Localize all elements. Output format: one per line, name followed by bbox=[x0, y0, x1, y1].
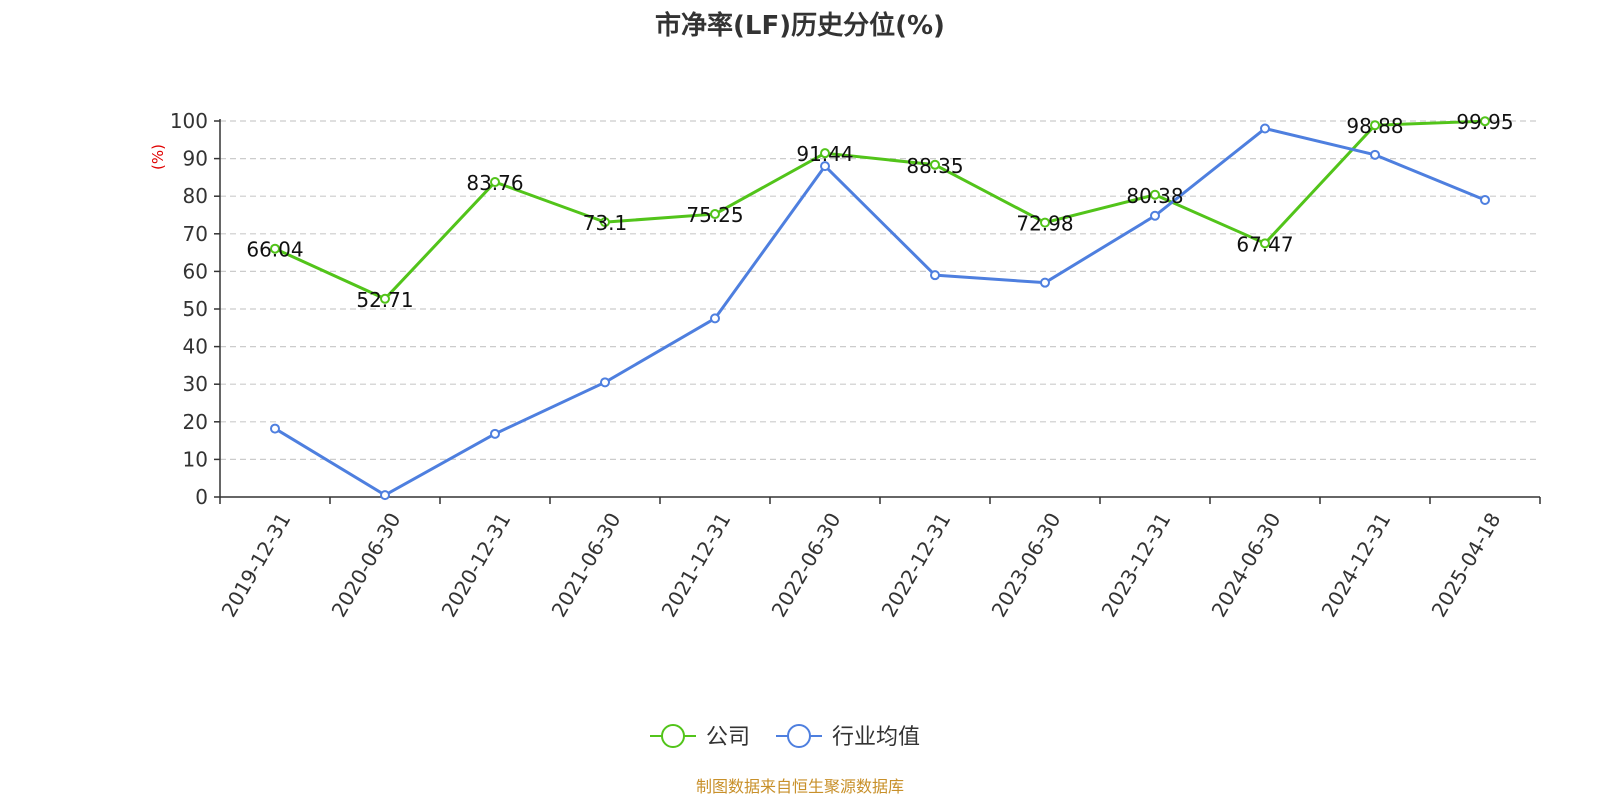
company-data-label: 88.35 bbox=[906, 154, 963, 178]
y-tick-label: 80 bbox=[183, 184, 208, 208]
company-data-point[interactable] bbox=[380, 293, 390, 304]
y-tick-label: 0 bbox=[195, 485, 208, 509]
y-tick-label: 60 bbox=[183, 259, 208, 283]
y-axis-unit-label: (%) bbox=[149, 144, 167, 170]
company-data-point[interactable] bbox=[1260, 238, 1270, 249]
x-tick-label: 2024-12-31 bbox=[1317, 509, 1396, 622]
company-data-point[interactable] bbox=[600, 217, 610, 228]
company-data-label: 98.88 bbox=[1346, 114, 1403, 138]
data-labels: 66.04 52.71 83.76 73.1 75.25 91.44 88.35 72.98 8… bbox=[246, 110, 1513, 312]
industry-data-point[interactable] bbox=[270, 423, 280, 434]
y-tick-label: 50 bbox=[183, 297, 208, 321]
x-tick-label: 2024-06-30 bbox=[1207, 509, 1286, 622]
company-data-point[interactable] bbox=[1370, 120, 1380, 131]
company-data-point[interactable] bbox=[270, 243, 280, 254]
company-data-point[interactable] bbox=[820, 148, 830, 159]
industry-data-point[interactable] bbox=[1150, 210, 1160, 221]
industry-data-point[interactable] bbox=[710, 313, 720, 324]
y-tick-label: 10 bbox=[183, 447, 208, 471]
company-data-point[interactable] bbox=[490, 177, 500, 188]
industry-data-point[interactable] bbox=[600, 377, 610, 388]
x-tick-label: 2023-12-31 bbox=[1097, 509, 1176, 622]
company-series-line bbox=[274, 119, 1486, 301]
grid-lines bbox=[220, 120, 1540, 460]
industry-data-point[interactable] bbox=[930, 270, 940, 281]
x-tick-label: 2021-12-31 bbox=[657, 509, 736, 622]
company-data-label: 80.38 bbox=[1126, 184, 1183, 208]
company-data-label: 99.95 bbox=[1456, 110, 1513, 134]
company-data-point[interactable] bbox=[1480, 116, 1490, 127]
y-tick-label: 90 bbox=[183, 147, 208, 171]
legend-label: 行业均值 bbox=[832, 725, 920, 750]
legend-circle-icon bbox=[661, 724, 685, 748]
industry-data-point[interactable] bbox=[1040, 277, 1050, 288]
company-data-label: 73.1 bbox=[583, 211, 628, 235]
x-tick-label: 2021-06-30 bbox=[547, 509, 626, 622]
y-tick-label: 20 bbox=[183, 410, 208, 434]
company-data-label: 91.44 bbox=[796, 142, 853, 166]
series-layer bbox=[270, 116, 1490, 501]
y-tick-label: 40 bbox=[183, 335, 208, 359]
company-data-point[interactable] bbox=[1150, 189, 1160, 200]
x-tick-label: 2023-06-30 bbox=[987, 509, 1066, 622]
x-tick-label: 2022-12-31 bbox=[877, 509, 956, 622]
company-data-point[interactable] bbox=[1040, 217, 1050, 228]
company-data-point[interactable] bbox=[930, 159, 940, 170]
company-data-label: 75.25 bbox=[686, 203, 743, 227]
y-tick-label: 100 bbox=[170, 109, 208, 133]
legend-circle-icon bbox=[787, 724, 811, 748]
y-tick-label: 30 bbox=[183, 372, 208, 396]
x-tick-label: 2020-06-30 bbox=[327, 509, 406, 622]
legend[interactable]: 公司 行业均值 bbox=[650, 724, 920, 750]
industry-data-point[interactable] bbox=[380, 490, 390, 501]
x-tick-label: 2019-12-31 bbox=[217, 509, 296, 622]
chart-title: 市净率(LF)历史分位(%) bbox=[655, 10, 945, 41]
company-data-label: 67.47 bbox=[1236, 232, 1293, 256]
industry-data-point[interactable] bbox=[1480, 194, 1490, 205]
x-tick-label: 2022-06-30 bbox=[767, 509, 846, 622]
company-data-point[interactable] bbox=[710, 209, 720, 220]
source-note: 制图数据来自恒生聚源数据库 bbox=[696, 777, 904, 796]
industry-legend-item[interactable]: 行业均值 bbox=[776, 724, 920, 750]
industry-data-point[interactable] bbox=[490, 428, 500, 439]
company-data-label: 83.76 bbox=[466, 171, 523, 195]
industry-data-point[interactable] bbox=[1260, 123, 1270, 134]
x-tick-label: 2020-12-31 bbox=[437, 509, 516, 622]
industry-data-point[interactable] bbox=[820, 161, 830, 172]
company-legend-item[interactable]: 公司 bbox=[650, 724, 750, 750]
x-tick-label: 2025-04-18 bbox=[1427, 509, 1506, 622]
y-tick-label: 70 bbox=[183, 222, 208, 246]
industry-series-line bbox=[274, 127, 1486, 497]
legend-label: 公司 bbox=[706, 725, 750, 750]
company-data-label: 52.71 bbox=[356, 288, 413, 312]
company-data-label: 66.04 bbox=[246, 238, 303, 262]
company-data-label: 72.98 bbox=[1016, 212, 1073, 236]
axes: 0 10 20 30 40 50 60 70 80 90 100 2019-12-31 2020-06-… bbox=[170, 109, 1541, 622]
industry-data-point[interactable] bbox=[1370, 149, 1380, 160]
